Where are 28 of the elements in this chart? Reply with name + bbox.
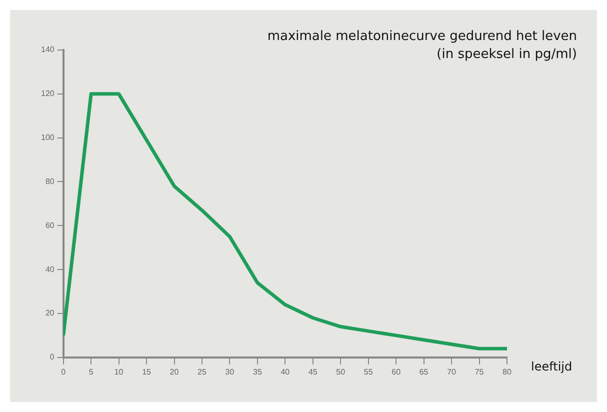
x-tick-label: 50: [336, 367, 346, 376]
y-tick-label: 100: [40, 133, 55, 142]
x-tick-label: 60: [392, 367, 402, 376]
x-tick-label: 5: [88, 367, 94, 376]
x-tick-label: 20: [170, 367, 180, 376]
x-tick-label: 25: [198, 367, 207, 376]
y-tick-label: 0: [50, 352, 55, 362]
x-tick-label: 70: [447, 367, 457, 376]
x-tick-label: 80: [502, 367, 512, 376]
x-tick-label: 15: [142, 367, 152, 376]
x-tick-label: 10: [114, 367, 124, 376]
x-tick-label: 55: [364, 367, 374, 376]
x-tick-label: 65: [419, 367, 429, 376]
y-tick-label: 60: [45, 220, 55, 230]
x-tick-label: 0: [61, 367, 66, 376]
y-tick-label: 140: [40, 45, 55, 54]
x-tick-label: 35: [252, 367, 262, 376]
chart-subtitle: (in speeksel in pg/ml): [436, 46, 577, 62]
x-tick-label: 40: [280, 367, 290, 376]
chart-title: maximale melatoninecurve gedurend het leven: [267, 28, 577, 44]
y-tick-label: 80: [45, 176, 55, 186]
y-tick-label: 20: [45, 308, 55, 318]
x-tick-label: 45: [308, 367, 318, 376]
x-tick-label: 75: [474, 367, 484, 376]
y-tick-label: 40: [45, 264, 55, 274]
x-tick-label: 30: [225, 367, 235, 376]
y-tick-label: 120: [40, 89, 55, 98]
x-axis-title: leeftijd: [531, 360, 572, 374]
